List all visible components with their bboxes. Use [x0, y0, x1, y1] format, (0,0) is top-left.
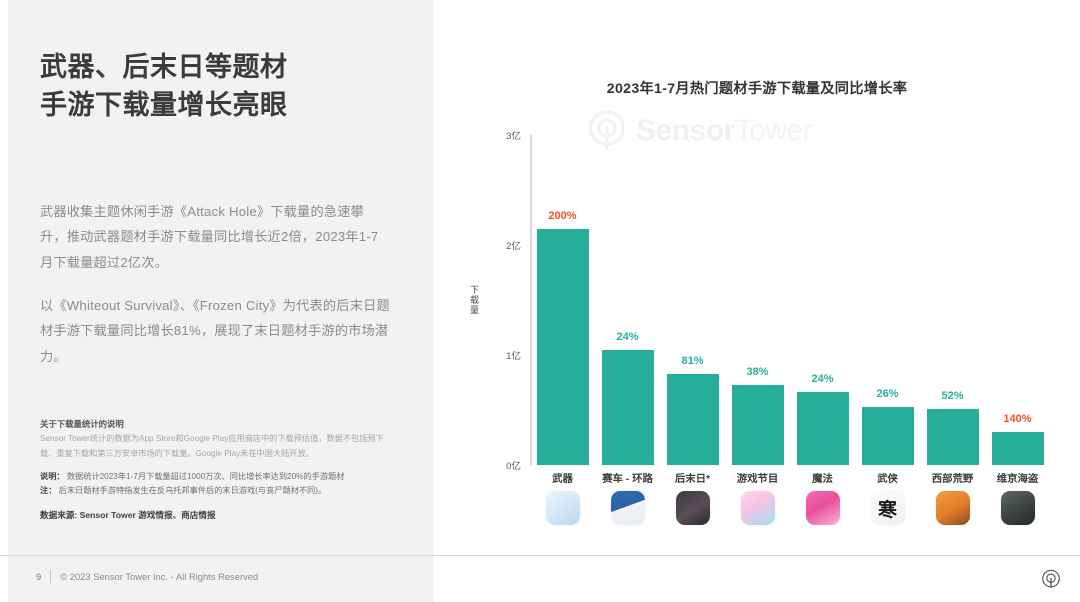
footnotes-block: 关于下载量统计的说明 Sensor Tower统计的数据为App Store和G…: [40, 417, 398, 523]
bar[interactable]: [666, 373, 719, 465]
bar[interactable]: [731, 384, 784, 465]
bar-growth-label: 140%: [1003, 413, 1032, 425]
x-axis-label: 魔法: [812, 474, 833, 485]
viking-rune-icon[interactable]: [1000, 491, 1035, 525]
whiteout-survival-icon[interactable]: [675, 491, 710, 525]
x-axis-label: 后末日*: [674, 474, 711, 485]
footer: 9 © 2023 Sensor Tower Inc. - All Rights …: [36, 570, 258, 583]
body-copy: 武器收集主题休闲手游《Attack Hole》下载量的急速攀升，推动武器题材手游…: [40, 199, 390, 369]
bar-group[interactable]: 24%: [796, 135, 849, 465]
y-axis-label: 下载量: [469, 285, 479, 315]
footnote-note: 注： 后末日题材手游特指发生在反乌托邦事件后的末日游戏(与丧尸题材不同)。: [40, 484, 398, 498]
wild-west-icon[interactable]: [935, 491, 970, 525]
bar-group[interactable]: 52%: [926, 135, 979, 465]
sensortower-footer-logo-icon: [1042, 569, 1060, 588]
x-axis-label: 武侠: [877, 474, 898, 485]
footer-separator: [50, 570, 52, 583]
x-axis-label: 游戏节目: [736, 474, 779, 485]
wuxia-han-icon[interactable]: 寒: [870, 491, 905, 525]
copyright-text: © 2023 Sensor Tower Inc. - All Rights Re…: [60, 571, 259, 582]
left-content-panel: 武器、后末日等题材 手游下载量增长亮眼 武器收集主题休闲手游《Attack Ho…: [8, 0, 434, 556]
footnote-title: 关于下载量统计的说明: [40, 419, 124, 429]
chart-title: 2023年1-7月热门题材手游下载量及同比增长率: [606, 81, 908, 97]
footer-left-band: [8, 556, 434, 602]
plot-area: 下载量 0亿 1亿 2亿 3亿 200% 24% 81% 38% 24% 26% 52% 140%: [469, 131, 1050, 472]
footer-divider: [0, 555, 1080, 556]
y-tick-label: 0亿: [506, 461, 521, 472]
x-axis-labels: 武器 赛车 - 环路 后末日* 游戏节目 魔法 武侠 西部荒野 维京海盗: [530, 470, 1050, 488]
page-number: 9: [36, 571, 42, 582]
x-axis-label: 西部荒野: [931, 474, 974, 485]
bar-group[interactable]: 38%: [731, 135, 784, 465]
bar-group[interactable]: 140%: [991, 135, 1044, 465]
game-show-icon[interactable]: [740, 491, 775, 525]
footnote-body: Sensor Tower统计的数据为App Store和Google Play应…: [40, 434, 384, 458]
bar[interactable]: [796, 392, 849, 465]
bar-growth-label: 38%: [746, 365, 769, 378]
x-axis-label: 武器: [552, 474, 573, 485]
y-tick-label: 2亿: [506, 241, 521, 252]
footnote-explain-text: 数据统计2023年1-7月下载量超过1000万次、同比增长率达到20%的手游题材: [66, 471, 345, 481]
bar-growth-label: 24%: [811, 373, 834, 386]
bar[interactable]: [991, 432, 1044, 465]
footnote-explain: 说明： 数据统计2023年1-7月下载量超过1000万次、同比增长率达到20%的…: [40, 470, 398, 484]
bar-growth-label: 200%: [548, 209, 577, 222]
bar[interactable]: [861, 406, 914, 465]
x-axis-label: 维京海盗: [996, 474, 1039, 485]
bar[interactable]: [601, 349, 654, 465]
paragraph-1: 武器收集主题休闲手游《Attack Hole》下载量的急速攀升，推动武器题材手游…: [40, 204, 379, 270]
magic-cauldron-icon[interactable]: [805, 491, 840, 525]
bar-group[interactable]: 24%: [601, 135, 654, 465]
bar-group[interactable]: 26%: [861, 135, 914, 465]
bar[interactable]: [536, 228, 589, 465]
bar-group[interactable]: 200%: [536, 135, 589, 465]
headline-line-2: 手游下载量增长亮眼: [40, 90, 288, 121]
y-tick-label: 1亿: [506, 351, 521, 362]
subway-racer-icon[interactable]: [610, 491, 645, 525]
attack-hole-icon[interactable]: [545, 491, 580, 525]
bar[interactable]: [926, 408, 979, 465]
bar-series: 200% 24% 81% 38% 24% 26% 52% 140%: [530, 135, 1050, 465]
x-axis-label: 赛车 - 环路: [602, 474, 653, 485]
footnote-source: 数据来源: Sensor Tower 游戏情报、商店情报: [40, 509, 216, 520]
app-icon-row: 寒: [530, 491, 1050, 537]
paragraph-2: 以《Whiteout Survival》、《Frozen City》为代表的后末…: [40, 298, 390, 364]
footnote-note-label: 注：: [40, 485, 57, 495]
page-title: 武器、后末日等题材 手游下载量增长亮眼: [40, 48, 410, 125]
footnote-spacer: [40, 461, 398, 470]
chart-panel: 2023年1-7月热门题材手游下载量及同比增长率 SensorTower 下载量…: [434, 0, 1080, 556]
headline-line-1: 武器、后末日等题材: [40, 52, 288, 82]
bar-growth-label: 52%: [941, 389, 964, 402]
y-tick-label: 3亿: [506, 131, 521, 142]
bar-growth-label: 81%: [681, 354, 704, 367]
bar-growth-label: 24%: [616, 330, 639, 343]
bar-group[interactable]: 81%: [666, 135, 719, 465]
y-axis-line: [530, 135, 532, 465]
footnote-explain-label: 说明：: [40, 471, 65, 481]
footnote-note-text: 后末日题材手游特指发生在反乌托邦事件后的末日游戏(与丧尸题材不同)。: [58, 485, 327, 495]
bar-growth-label: 26%: [876, 387, 899, 400]
